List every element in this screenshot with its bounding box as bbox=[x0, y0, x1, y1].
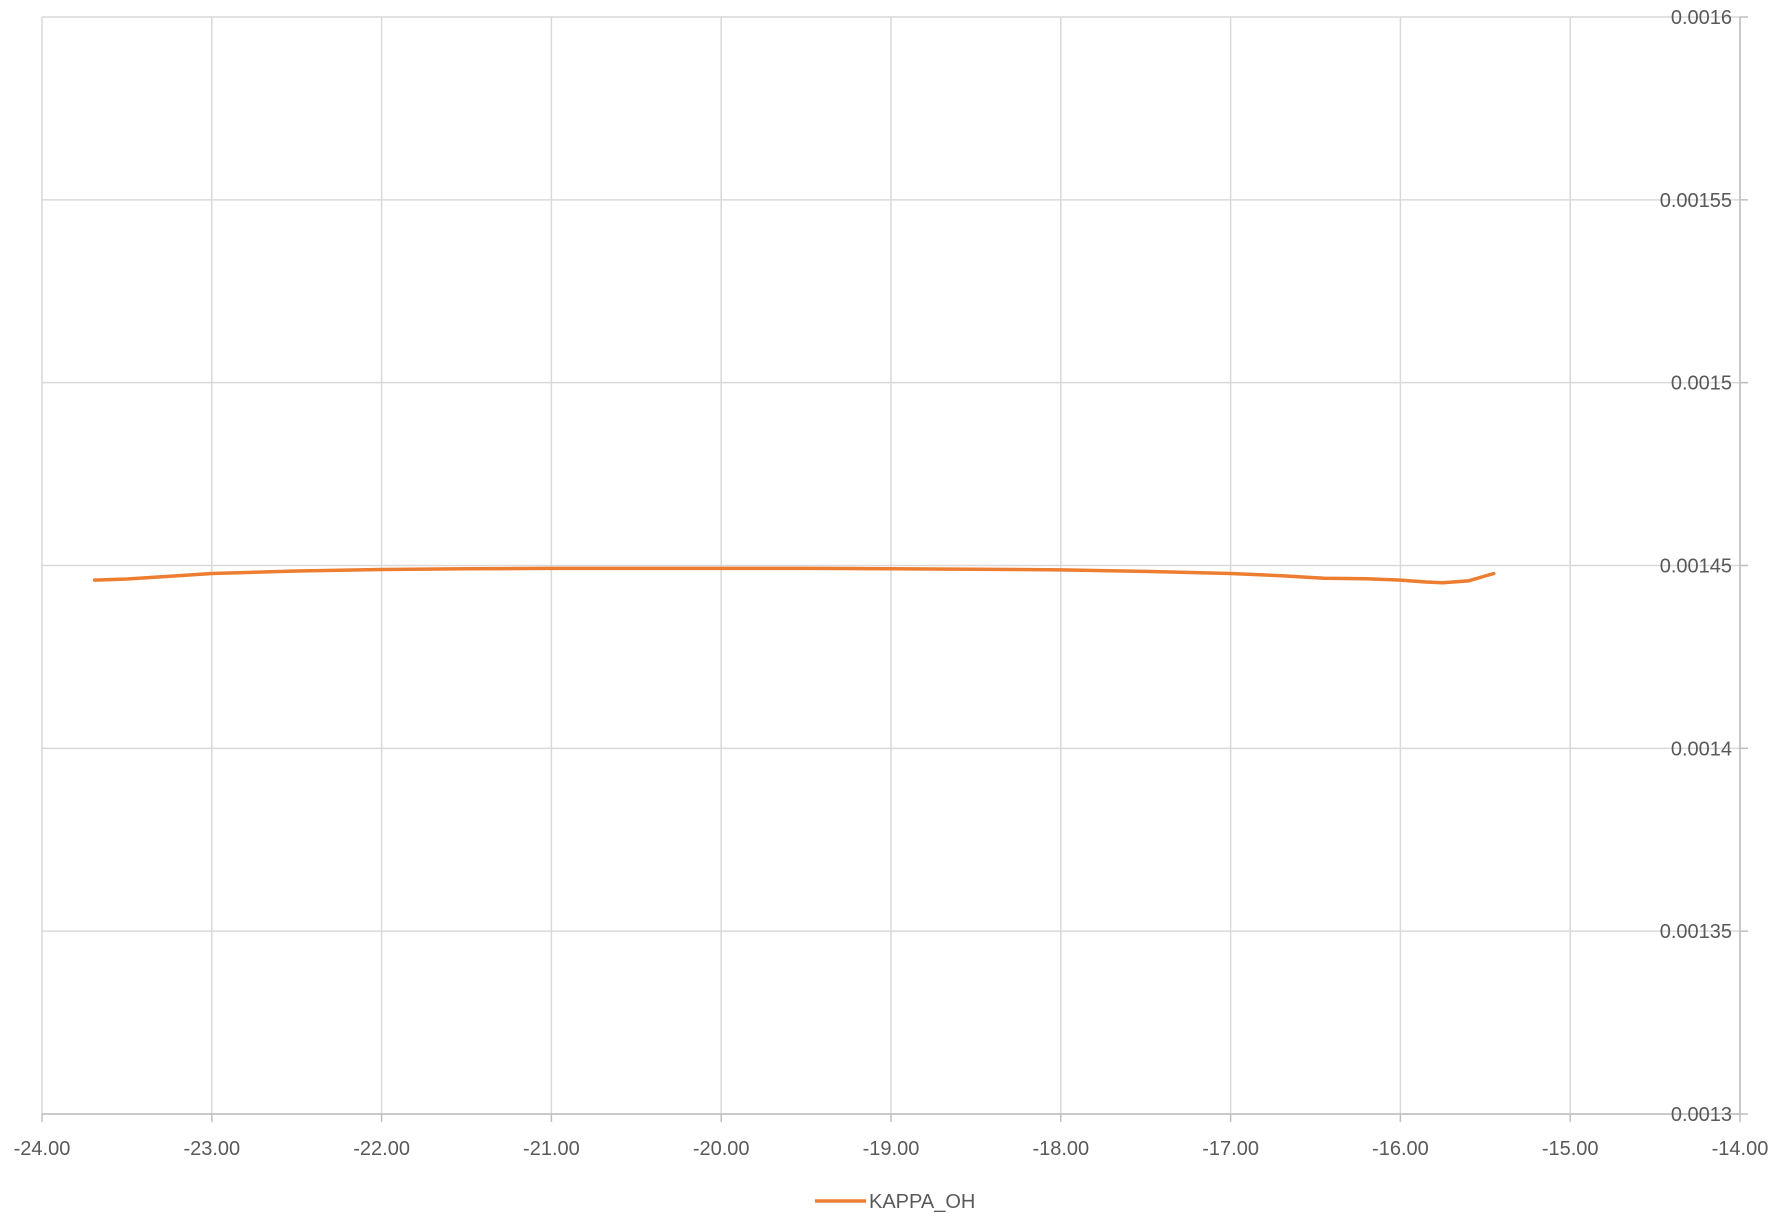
x-tick-label: -15.00 bbox=[1542, 1138, 1599, 1160]
axes bbox=[41, 16, 1748, 1122]
x-tick-label: -24.00 bbox=[14, 1138, 71, 1160]
x-tick-label: -22.00 bbox=[353, 1138, 410, 1160]
y-tick-label: 0.0014 bbox=[1671, 738, 1732, 760]
legend-label: KAPPA_OH bbox=[869, 1191, 975, 1213]
y-tick-label: 0.00145 bbox=[1660, 556, 1732, 578]
y-tick-label: 0.0013 bbox=[1671, 1104, 1732, 1126]
x-tick-label: -23.00 bbox=[183, 1138, 240, 1160]
x-tick-label: -19.00 bbox=[863, 1138, 920, 1160]
y-tick-label: 0.0016 bbox=[1671, 7, 1732, 29]
x-tick-label: -21.00 bbox=[523, 1138, 580, 1160]
legend: KAPPA_OH bbox=[815, 1191, 975, 1213]
y-tick-label: 0.00135 bbox=[1660, 921, 1732, 943]
series-lines bbox=[92, 566, 1496, 585]
y-tick-labels: 0.0013 0.00135 0.0014 0.00145 0.0015 0.00155 0… bbox=[1660, 7, 1732, 1126]
x-tick-label: -17.00 bbox=[1202, 1138, 1259, 1160]
x-tick-label: -18.00 bbox=[1032, 1138, 1089, 1160]
series-line-kappa-oh bbox=[92, 566, 1496, 585]
x-tick-labels: -24.00 -23.00 -22.00 -21.00 -20.00 -19.00 -18.… bbox=[14, 1138, 1769, 1160]
y-tick-label: 0.00155 bbox=[1660, 190, 1732, 212]
x-tick-label: -20.00 bbox=[693, 1138, 750, 1160]
x-tick-label: -16.00 bbox=[1372, 1138, 1429, 1160]
y-tick-label: 0.0015 bbox=[1671, 373, 1732, 395]
x-tick-label: -14.00 bbox=[1712, 1138, 1769, 1160]
